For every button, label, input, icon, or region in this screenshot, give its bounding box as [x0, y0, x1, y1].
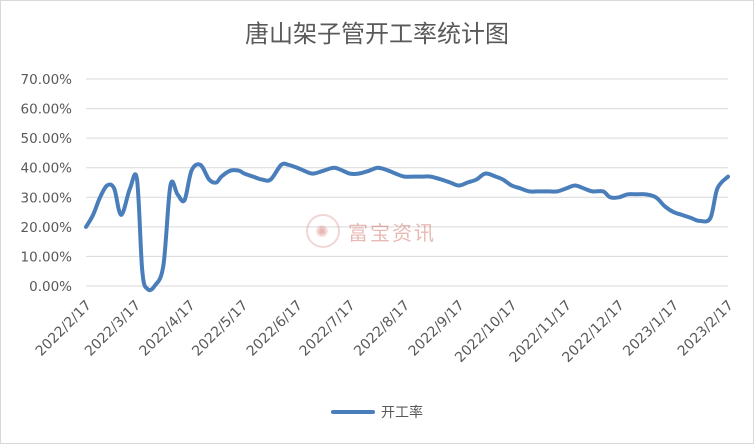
y-tick-label: 30.00% — [21, 190, 73, 206]
y-axis-ticks: 0.00% 10.00% 20.00% 30.00% 40.00% 50.00% 60.00… — [21, 72, 73, 295]
x-tick-label: 2023/2/17 — [675, 298, 737, 360]
y-tick-label: 10.00% — [21, 249, 73, 265]
x-tick-label: 2022/5/17 — [189, 298, 251, 360]
y-tick-label: 60.00% — [21, 102, 73, 118]
legend: 开工率 — [0, 402, 754, 422]
x-tick-label: 2022/7/17 — [297, 298, 359, 360]
flame-logo-icon: ✺ — [306, 214, 340, 248]
y-tick-label: 70.00% — [21, 72, 73, 88]
watermark: ✺ 富宝资讯 — [306, 214, 436, 248]
x-tick-label: 2022/8/17 — [351, 298, 413, 360]
y-tick-label: 50.00% — [21, 131, 73, 147]
y-tick-label: 40.00% — [21, 161, 73, 177]
y-tick-label: 0.00% — [29, 279, 72, 295]
legend-swatch — [331, 410, 375, 414]
x-tick-label: 2022/6/17 — [244, 298, 306, 360]
series-line-开工率 — [84, 161, 730, 293]
x-axis-ticks: 2022/2/172022/3/172022/4/172022/5/172022… — [33, 298, 737, 366]
x-tick-label: 2023/1/17 — [620, 298, 682, 360]
watermark-text: 富宝资讯 — [348, 220, 436, 245]
gridlines — [86, 78, 728, 287]
x-tick-label: 2022/4/17 — [137, 298, 199, 360]
y-tick-label: 20.00% — [21, 220, 73, 236]
chart-title: 唐山架子管开工率统计图 — [245, 20, 509, 48]
legend-label: 开工率 — [381, 405, 423, 421]
